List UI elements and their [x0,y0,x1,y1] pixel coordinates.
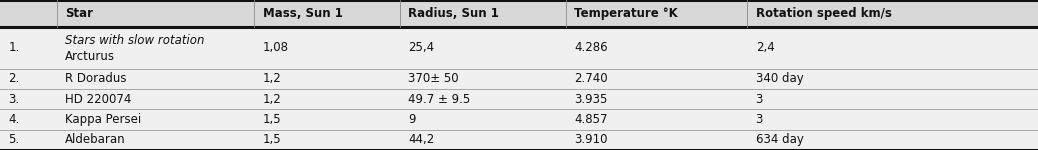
Bar [0,0,1038,27]
Text: 4.: 4. [8,113,20,126]
Text: Stars with slow rotation: Stars with slow rotation [65,34,204,47]
Text: 9: 9 [408,113,415,126]
Text: HD 220074: HD 220074 [65,93,132,106]
Text: Temperature °K: Temperature °K [574,7,678,20]
Text: Arcturus: Arcturus [65,50,115,63]
Text: 340 day: 340 day [756,72,803,85]
Text: Kappa Persei: Kappa Persei [65,113,141,126]
Text: 3.: 3. [8,93,20,106]
Text: 370± 50: 370± 50 [408,72,459,85]
Text: 3: 3 [756,113,763,126]
Text: 2,4: 2,4 [756,41,774,54]
Text: Aldebaran: Aldebaran [65,133,126,146]
Text: 1,2: 1,2 [263,93,281,106]
Bar [0,89,1038,109]
Text: Mass, Sun 1: Mass, Sun 1 [263,7,343,20]
Text: 3.935: 3.935 [574,93,607,106]
Text: 634 day: 634 day [756,133,803,146]
Text: 4.286: 4.286 [574,41,607,54]
Bar [0,27,1038,69]
Text: 3: 3 [756,93,763,106]
Text: 3.910: 3.910 [574,133,607,146]
Text: 2.: 2. [8,72,20,85]
Text: 1.: 1. [8,41,20,54]
Text: Rotation speed km/s: Rotation speed km/s [756,7,892,20]
Bar [0,109,1038,130]
Text: 1,5: 1,5 [263,133,281,146]
Text: Radius, Sun 1: Radius, Sun 1 [408,7,499,20]
Text: Star: Star [65,7,93,20]
Text: 1,2: 1,2 [263,72,281,85]
Text: 1,5: 1,5 [263,113,281,126]
Text: 44,2: 44,2 [408,133,434,146]
Bar [0,130,1038,150]
Text: 5.: 5. [8,133,20,146]
Text: 25,4: 25,4 [408,41,434,54]
Text: 1,08: 1,08 [263,41,289,54]
Text: 4.857: 4.857 [574,113,607,126]
Text: R Doradus: R Doradus [65,72,127,85]
Text: 49.7 ± 9.5: 49.7 ± 9.5 [408,93,470,106]
Bar [0,69,1038,89]
Text: 2.740: 2.740 [574,72,607,85]
